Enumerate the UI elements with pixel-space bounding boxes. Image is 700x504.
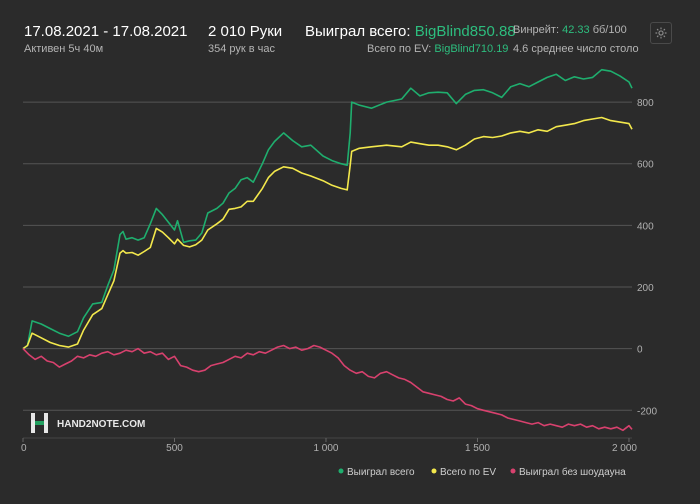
chart-legend: Выиграл всего Всего по EV Выиграл без шоуд… — [338, 466, 626, 478]
y-tick-label: 200 — [637, 283, 654, 294]
hands-count: 2 010 Руки — [208, 23, 283, 40]
x-tick-label: 0 — [21, 443, 27, 454]
y-axis-ticks: 800 600 400 200 0 -200 — [637, 98, 657, 417]
date-range: 17.08.2021 - 17.08.2021 — [24, 23, 188, 40]
y-tick-label: 0 — [637, 345, 643, 356]
y-tick-label: 800 — [637, 98, 654, 109]
series-line-3 — [22, 344, 633, 432]
ev-total-value: BigBlind710.19 — [434, 43, 509, 55]
legend-label: Выиграл без шоудауна — [519, 466, 626, 478]
y-tick-label: -200 — [637, 406, 657, 417]
winrate-label: Винрейт: — [513, 24, 560, 36]
x-tick-label: 2 000 — [612, 443, 637, 454]
won-total: Выиграл всего: BigBlind850.88 — [305, 23, 516, 40]
chart-grid — [23, 101, 632, 439]
ev-total: Всего по EV: BigBlind710.19 — [367, 43, 508, 55]
y-tick-label: 400 — [637, 221, 654, 232]
settings-button[interactable] — [650, 22, 672, 44]
legend-label: Выиграл всего — [347, 467, 415, 478]
x-tick-label: 500 — [166, 443, 183, 454]
avg-table-count: 4.6 среднее число столо — [513, 43, 639, 55]
winrate: Винрейт: 42.33 бб/100 — [513, 24, 627, 36]
legend-label: Всего по EV — [440, 467, 496, 478]
series-line-1 — [22, 68, 633, 350]
gear-icon — [655, 27, 667, 39]
legend-marker — [338, 468, 344, 474]
won-total-value: BigBlind850.88 — [414, 23, 516, 40]
stats-header: 17.08.2021 - 17.08.2021 Активен 5ч 40м 2… — [0, 0, 700, 70]
winrate-unit: бб/100 — [592, 24, 627, 36]
winrate-value: 42.33 — [562, 24, 590, 36]
logo-text: HAND2NOTE.COM — [57, 419, 145, 430]
x-axis-ticks: 0 500 1 000 1 500 2 000 — [21, 438, 637, 454]
x-tick-label: 1 500 — [465, 443, 490, 454]
y-tick-label: 600 — [637, 160, 654, 171]
ev-total-label: Всего по EV: — [367, 43, 432, 55]
x-tick-label: 1 000 — [313, 443, 338, 454]
hands-per-hour: 354 рук в час — [208, 43, 276, 55]
series-line-2 — [22, 116, 633, 350]
active-time: Активен 5ч 40м — [24, 43, 104, 55]
chart-lines — [22, 68, 633, 432]
legend-marker — [510, 468, 516, 474]
legend-marker — [431, 468, 437, 474]
won-total-label: Выиграл всего: — [305, 23, 411, 40]
hand2note-logo: HAND2NOTE.COM — [31, 413, 145, 433]
